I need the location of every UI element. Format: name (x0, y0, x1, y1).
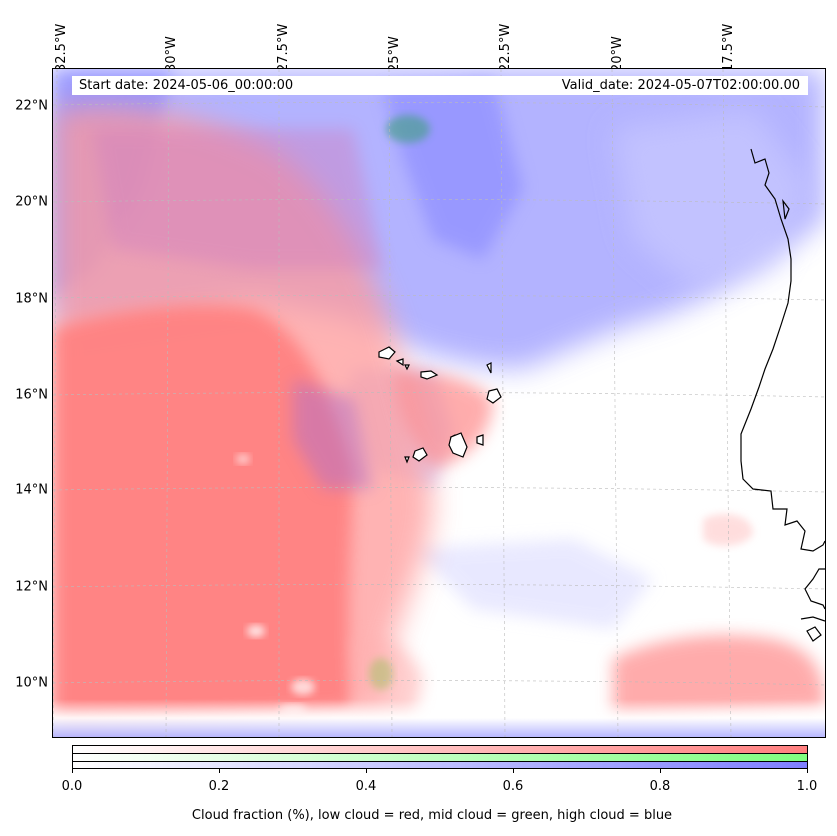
graticule (53, 69, 825, 737)
lat-label-16n: 16°N (15, 387, 48, 403)
colorbar-tick-1: 0.2 (208, 779, 230, 794)
lon-label-17-5w: 17.5°W (721, 23, 736, 72)
lat-label-10n: 10°N (15, 675, 48, 691)
bottom-band (53, 699, 825, 737)
colorbar-caption: Cloud fraction (%), low cloud = red, mid… (191, 808, 673, 823)
lon-label-20w: 20°W (610, 36, 625, 72)
cape-verde-islands (378, 346, 502, 464)
lon-label-27-5w: 27.5°W (276, 23, 291, 72)
low-cloud-layer (53, 105, 825, 737)
lon-label-22-5w: 22.5°W (498, 23, 513, 72)
lat-label-22n: 22°N (15, 98, 48, 114)
info-bar: Start date: 2024-05-06_00:00:00 Valid_da… (72, 76, 808, 95)
lat-label-14n: 14°N (15, 482, 48, 498)
lon-label-25w: 25°W (387, 36, 402, 72)
colorbar-tick-5: 1.0 (796, 779, 818, 794)
start-date-label: Start date: 2024-05-06_00:00:00 (79, 78, 294, 93)
colorbar-mid-cloud (73, 754, 807, 762)
map-canvas (53, 69, 825, 737)
colorbar-high-cloud (73, 762, 807, 768)
coastlines (378, 148, 825, 642)
lon-label-32-5w: 32.5°W (54, 23, 69, 72)
cloud-fraction-map[interactable] (52, 68, 826, 738)
lat-label-12n: 12°N (15, 579, 48, 595)
colorbar (72, 745, 808, 769)
colorbar-tick-0: 0.0 (61, 779, 83, 794)
colorbar-tick-2: 0.4 (355, 779, 377, 794)
african-coastline (740, 148, 825, 552)
mid-cloud-layer (369, 115, 430, 690)
colorbar-low-cloud (73, 746, 807, 754)
lat-label-20n: 20°N (15, 194, 48, 210)
colorbar-tick-4: 0.8 (649, 779, 671, 794)
lat-label-18n: 18°N (15, 291, 48, 307)
lon-label-30w: 30°W (164, 36, 179, 72)
colorbar-tick-3: 0.6 (502, 779, 524, 794)
valid-date-label: Valid_date: 2024-05-07T02:00:00.00 (561, 78, 800, 93)
